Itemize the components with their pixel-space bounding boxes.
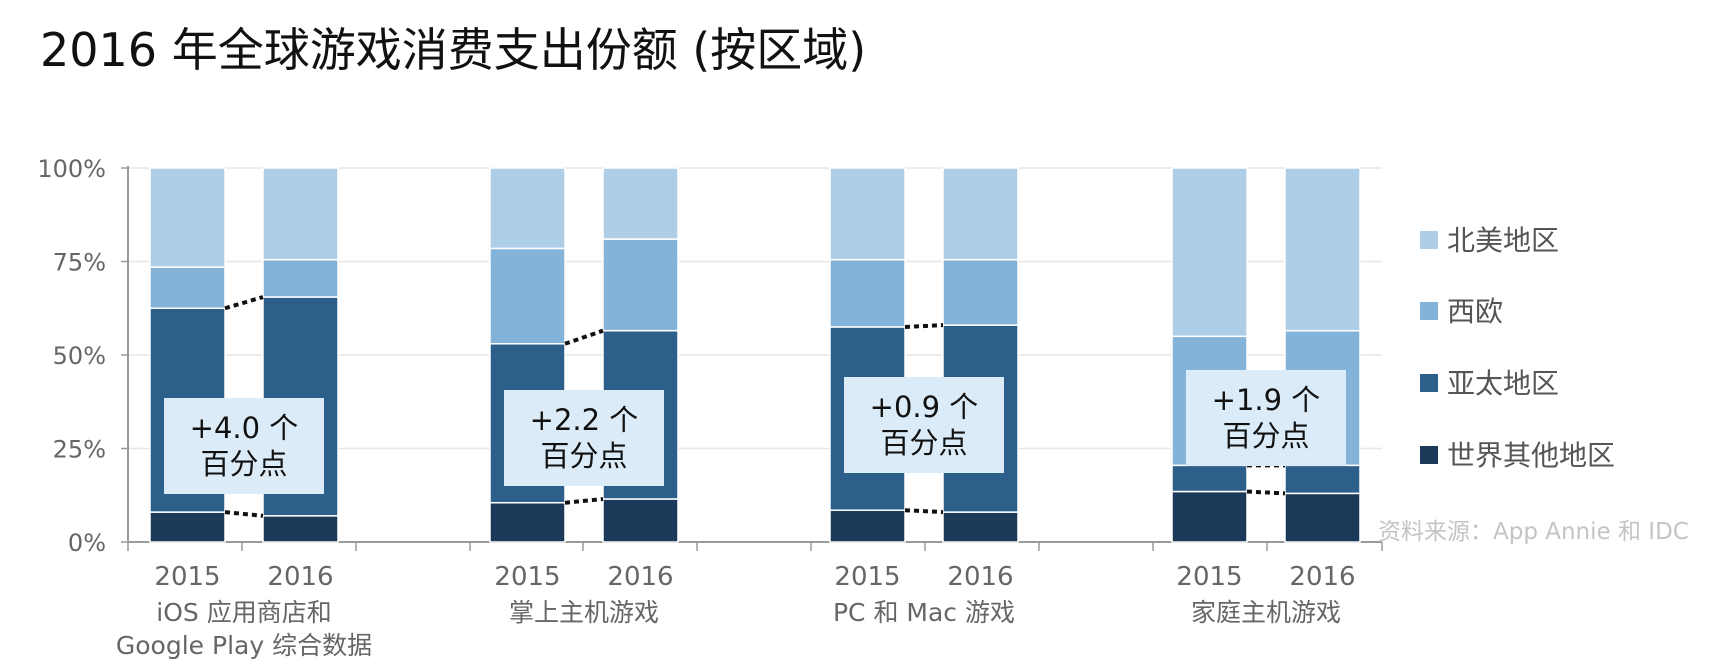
segment-rest-of-world [1171,490,1248,543]
year-label: 2016 [607,562,673,592]
y-tick-label: 50% [53,342,106,370]
source-note: 资料来源：App Annie 和 IDC [1378,519,1689,545]
callout-box [164,398,324,494]
y-tick-label: 25% [53,436,106,464]
legend-swatch [1420,231,1438,249]
year-label: 2015 [834,562,900,592]
segment-western-europe [829,258,906,328]
connector-dots [904,323,944,329]
legend-label: 世界其他地区 [1447,439,1615,472]
y-tick-label: 100% [37,155,106,183]
category-label: iOS 应用商店和 Google Play 综合数据 [116,598,372,660]
year-label: 2016 [267,562,333,592]
segment-asia-pacific [1171,464,1248,493]
connector-dots [904,508,944,515]
segment-rest-of-world [1284,492,1361,543]
legend-label: 西欧 [1447,295,1503,328]
segment-north-america [942,167,1019,261]
category-label: 家庭主机游戏 [1191,598,1341,627]
legend-label: 亚太地区 [1447,367,1559,400]
segment-north-america [1284,167,1361,332]
year-label: 2015 [494,562,560,592]
year-label: 2015 [1176,562,1242,592]
segment-western-europe [602,238,679,332]
segment-north-america [602,167,679,240]
segment-north-america [829,167,906,261]
segment-north-america [1171,167,1248,338]
connector-dots [564,328,604,346]
callout-box [1186,370,1346,466]
legend-swatch [1420,446,1438,464]
legend-swatch [1420,302,1438,320]
legend-label: 北美地区 [1447,224,1559,257]
callout-text: +1.9 个百分点 [1212,383,1321,453]
connector-dots [1246,489,1286,496]
segment-western-europe [149,266,226,309]
segment-north-america [262,167,339,261]
segment-rest-of-world [149,511,226,543]
callout-text: +2.2 个百分点 [530,403,639,473]
segment-rest-of-world [489,501,566,543]
y-tick-label: 0% [68,529,106,557]
y-tick-label: 75% [53,249,106,277]
year-label: 2015 [154,562,220,592]
segment-north-america [489,167,566,250]
segment-rest-of-world [829,509,906,543]
connector-dots [224,510,264,518]
callout-box [844,377,1004,473]
segment-western-europe [942,258,1019,326]
connector-dots [564,496,604,505]
callout-text: +4.0 个百分点 [190,411,299,481]
year-label: 2016 [1289,562,1355,592]
legend-swatch [1420,374,1438,392]
segment-north-america [149,167,226,268]
segment-western-europe [489,247,566,345]
segment-rest-of-world [602,498,679,543]
callout-text: +0.9 个百分点 [870,390,979,460]
callout-box [504,390,664,486]
year-label: 2016 [947,562,1013,592]
segment-rest-of-world [942,511,1019,543]
segment-western-europe [262,258,339,298]
connector-dots [224,295,264,311]
chart-title: 2016 年全球游戏消费支出份额 (按区域) [40,23,867,77]
segment-rest-of-world [262,515,339,543]
category-label: PC 和 Mac 游戏 [833,598,1015,627]
category-label: 掌上主机游戏 [509,598,659,627]
segment-asia-pacific [1284,464,1361,495]
